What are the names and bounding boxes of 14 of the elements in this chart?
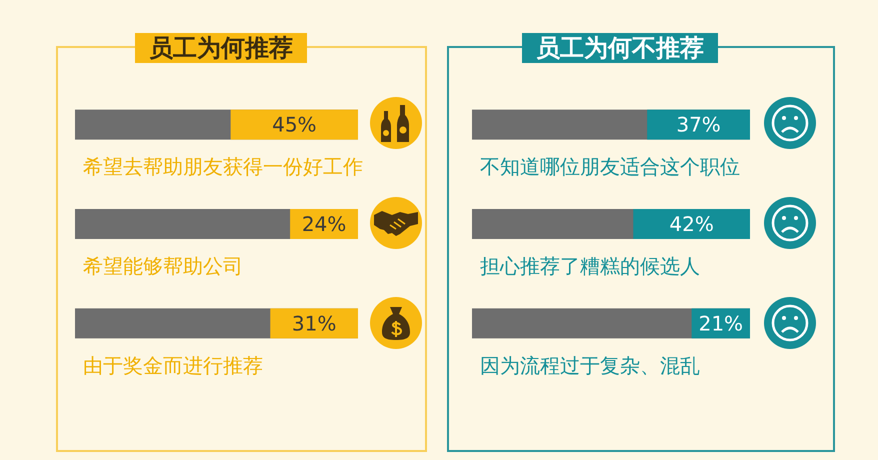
data-label: 45% bbox=[272, 112, 317, 137]
category-label: 担心推荐了糟糕的候选人 bbox=[480, 254, 700, 278]
chart-title: 员工为何不推荐 bbox=[522, 33, 718, 63]
data-label: 42% bbox=[669, 212, 714, 236]
data-label: 21% bbox=[698, 311, 744, 336]
category-label: 因为流程过于复杂、混乱 bbox=[480, 353, 700, 378]
data-label: 37% bbox=[676, 112, 721, 137]
category-label: 希望能够帮助公司 bbox=[83, 254, 243, 278]
category-label: 希望去帮助朋友获得一份好工作 bbox=[83, 154, 363, 179]
chart-title: 员工为何推荐 bbox=[135, 33, 307, 63]
data-label: 31% bbox=[292, 311, 336, 336]
category-label: 由于奖金而进行推荐 bbox=[83, 353, 263, 378]
data-label: 24% bbox=[302, 212, 346, 236]
category-label: 不知道哪位朋友适合这个职位 bbox=[480, 154, 740, 179]
